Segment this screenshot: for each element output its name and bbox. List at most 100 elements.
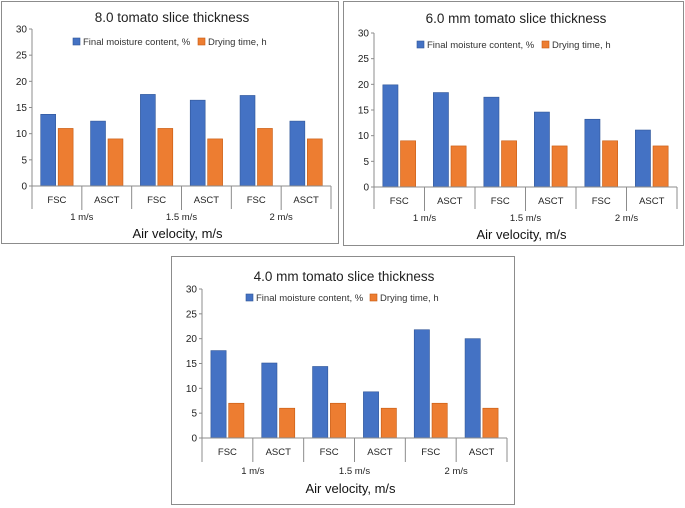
legend-swatch <box>245 293 254 302</box>
x-category-label: FSC <box>47 195 66 206</box>
y-tick-label: 5 <box>21 155 27 166</box>
bar-moisture <box>312 366 329 439</box>
x-group-label: 2 m/s <box>270 212 293 223</box>
legend-label: Drying time, h <box>552 40 611 51</box>
bar-moisture <box>433 92 449 188</box>
x-category-label: ASCT <box>194 195 220 206</box>
chart-8mm-svg: 8.0 tomato slice thickness Final moisture… <box>16 10 332 241</box>
legend-swatch <box>369 293 378 302</box>
x-category-label: ASCT <box>94 195 120 206</box>
bar-moisture <box>363 391 379 439</box>
x-category-label: ASCT <box>538 196 564 207</box>
x-group-label: 1.5 m/s <box>339 466 370 477</box>
x-category-label: FSC <box>147 195 166 206</box>
chart-panel-6mm: 6.0 mm tomato slice thickness Final moist… <box>343 1 684 246</box>
y-tick-label: 10 <box>16 129 28 140</box>
y-tick-label: 15 <box>358 106 370 117</box>
bar-drying <box>482 407 499 439</box>
x-category-label: FSC <box>218 447 237 458</box>
y-tick-label: 25 <box>16 51 28 62</box>
bar-drying <box>330 402 346 439</box>
chart-6mm-svg: 6.0 mm tomato slice thickness Final moist… <box>358 11 678 242</box>
x-group-label: 2 m/s <box>445 466 468 477</box>
chart-title: 6.0 mm tomato slice thickness <box>426 11 607 26</box>
y-tick-label: 30 <box>358 29 370 40</box>
x-category-label: FSC <box>247 195 266 206</box>
x-axis-title: Air velocity, m/s <box>476 227 567 242</box>
y-tick-label: 5 <box>191 409 197 420</box>
legend-swatch <box>416 40 425 49</box>
x-category-label: ASCT <box>367 447 393 458</box>
chart-title: 8.0 tomato slice thickness <box>95 10 250 25</box>
y-tick-label: 20 <box>358 80 370 91</box>
legend-swatch <box>541 40 550 49</box>
bar-drying <box>207 138 223 187</box>
bar-drying <box>551 145 568 188</box>
legend-swatch <box>197 37 206 46</box>
x-category-label: ASCT <box>437 196 463 207</box>
y-tick-label: 10 <box>186 384 198 395</box>
x-category-label: FSC <box>491 196 510 207</box>
bar-drying <box>279 407 296 439</box>
y-tick-label: 0 <box>191 434 197 445</box>
bar-drying <box>431 402 448 439</box>
y-tick-label: 5 <box>363 157 369 168</box>
x-category-label: ASCT <box>293 195 319 206</box>
bar-moisture <box>413 329 430 439</box>
x-group-label: 1 m/s <box>413 213 436 224</box>
bar-drying <box>307 138 323 187</box>
bar-moisture <box>90 120 106 187</box>
x-category-label: ASCT <box>639 196 665 207</box>
x-category-label: ASCT <box>266 447 292 458</box>
legend-label: Drying time, h <box>208 37 267 48</box>
x-category-label: FSC <box>320 447 339 458</box>
legend-label: Drying time, h <box>380 293 439 304</box>
bar-drying <box>157 128 174 187</box>
bar-drying <box>57 128 74 187</box>
y-tick-label: 10 <box>358 131 370 142</box>
chart-panel-8mm: 8.0 tomato slice thickness Final moisture… <box>1 1 339 244</box>
x-axis-title: Air velocity, m/s <box>132 226 223 241</box>
x-axis-title: Air velocity, m/s <box>305 481 396 496</box>
chart-4mm-svg: 4.0 mm tomato slice thickness Final moist… <box>186 269 508 496</box>
x-category-label: FSC <box>421 447 440 458</box>
x-group-label: 1.5 m/s <box>166 212 197 223</box>
x-group-label: 1 m/s <box>70 212 93 223</box>
legend-label: Final moisture content, % <box>83 37 191 48</box>
bar-drying <box>602 140 618 188</box>
chart-panel-4mm: 4.0 mm tomato slice thickness Final moist… <box>171 256 515 505</box>
y-tick-label: 0 <box>363 183 369 194</box>
x-group-label: 2 m/s <box>615 213 638 224</box>
x-category-label: FSC <box>592 196 611 207</box>
y-tick-label: 15 <box>16 103 28 114</box>
bar-moisture <box>210 350 227 439</box>
bar-moisture <box>483 96 500 188</box>
bar-drying <box>450 145 467 188</box>
bar-moisture <box>189 99 206 187</box>
bar-drying <box>380 407 397 439</box>
legend-label: Final moisture content, % <box>256 293 364 304</box>
y-tick-label: 20 <box>16 77 28 88</box>
x-category-label: ASCT <box>469 447 495 458</box>
x-group-label: 1 m/s <box>241 466 264 477</box>
y-tick-label: 25 <box>358 54 370 65</box>
y-tick-label: 30 <box>16 25 28 36</box>
bar-moisture <box>584 118 601 188</box>
bar-moisture <box>464 338 481 439</box>
x-category-label: FSC <box>390 196 409 207</box>
legend-swatch <box>72 37 81 46</box>
bar-drying <box>400 140 416 188</box>
bar-moisture <box>635 129 651 188</box>
bar-moisture <box>382 84 399 188</box>
y-tick-label: 0 <box>21 182 27 193</box>
chart-title: 4.0 mm tomato slice thickness <box>254 269 435 284</box>
y-tick-label: 15 <box>186 359 198 370</box>
bar-moisture <box>261 362 278 439</box>
legend-label: Final moisture content, % <box>427 40 535 51</box>
bar-drying <box>501 140 517 188</box>
x-group-label: 1.5 m/s <box>510 213 541 224</box>
y-tick-label: 30 <box>186 285 198 296</box>
bar-drying <box>257 128 273 187</box>
bar-drying <box>652 145 669 188</box>
bar-moisture <box>534 111 550 188</box>
